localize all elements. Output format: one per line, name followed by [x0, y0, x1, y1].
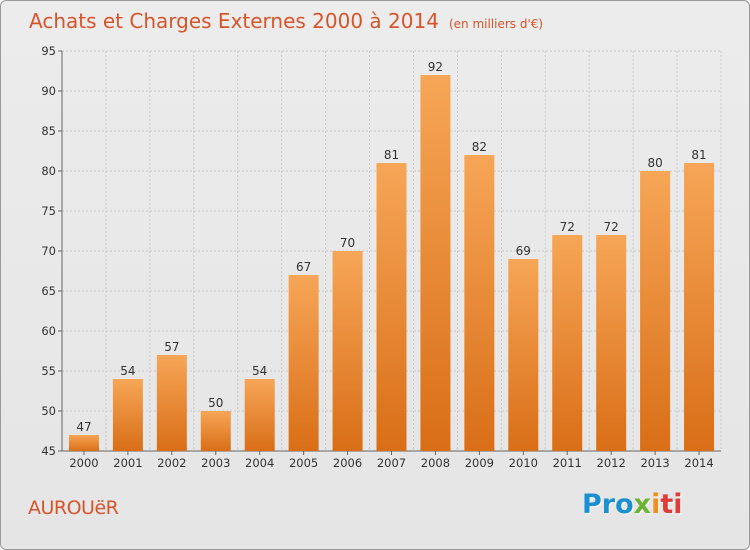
proxiti-logo: Proxiti: [582, 489, 683, 520]
x-tick-label: 2004: [245, 456, 274, 470]
y-tick-label: 80: [41, 164, 56, 178]
bars: [68, 75, 715, 451]
commune-name: AUROUëR: [28, 497, 119, 519]
chart-title-text: Achats et Charges Externes 2000 à 2014: [29, 9, 439, 33]
bar-2000: [68, 435, 99, 451]
x-tick-label: 2014: [684, 456, 713, 470]
bar-2014: [684, 163, 715, 451]
y-tick-label: 90: [41, 84, 56, 98]
x-tick-label: 2003: [201, 456, 230, 470]
bar-2007: [376, 163, 407, 451]
bar-value-label: 81: [384, 148, 399, 162]
x-tick-label: 2000: [69, 456, 98, 470]
bar-2010: [508, 259, 539, 451]
bar-value-label: 72: [560, 220, 575, 234]
x-tick-label: 2002: [157, 456, 186, 470]
bar-2001: [112, 379, 143, 451]
bar-2012: [596, 235, 627, 451]
bar-value-label: 67: [296, 260, 311, 274]
bar-2004: [244, 379, 275, 451]
y-tick-label: 45: [41, 444, 56, 458]
x-tick-label: 2013: [640, 456, 669, 470]
bar-value-label: 54: [120, 364, 135, 378]
y-tick-label: 65: [41, 284, 56, 298]
bar-2005: [288, 275, 319, 451]
x-tick-label: 2011: [553, 456, 582, 470]
bar-value-label: 82: [472, 140, 487, 154]
bar-2003: [200, 411, 231, 451]
bar-value-label: 50: [208, 396, 223, 410]
bar-2006: [332, 251, 363, 451]
y-axis-tick-labels: 45 50 55 60 65 70 75 80 85 90 95: [41, 44, 56, 458]
x-tick-label: 2007: [377, 456, 406, 470]
bar-value-label: 69: [516, 244, 531, 258]
bar-value-label: 72: [604, 220, 619, 234]
x-axis-tick-labels: 2000 2001 2002 2003 2004 2005 2006 2007 2008 2009…: [69, 456, 713, 470]
y-tick-label: 95: [41, 44, 56, 58]
bar-2011: [552, 235, 583, 451]
x-tick-label: 2006: [333, 456, 362, 470]
y-tick-label: 55: [41, 364, 56, 378]
bar-2008: [420, 75, 451, 451]
chart-title: Achats et Charges Externes 2000 à 2014 (e…: [29, 9, 543, 33]
y-tick-label: 50: [41, 404, 56, 418]
bar-value-label: 70: [340, 236, 355, 250]
x-tick-label: 2012: [597, 456, 626, 470]
bar-2013: [640, 171, 671, 451]
bar-value-labels: 47 54 57 50 54 67 70 81 92 82 69 72 72 80 81: [76, 60, 706, 434]
bar-value-label: 54: [252, 364, 267, 378]
x-tick-label: 2001: [113, 456, 142, 470]
bar-value-label: 57: [164, 340, 179, 354]
chart-unit: (en milliers d'€): [448, 17, 544, 31]
bar-2009: [464, 155, 495, 451]
y-tick-label: 75: [41, 204, 56, 218]
bar-value-label: 92: [428, 60, 443, 74]
bar-value-label: 47: [76, 420, 91, 434]
bar-2002: [156, 355, 187, 451]
x-tick-label: 2005: [289, 456, 318, 470]
x-tick-label: 2009: [465, 456, 494, 470]
bar-value-label: 80: [647, 156, 662, 170]
x-tick-label: 2008: [421, 456, 450, 470]
y-tick-label: 70: [41, 244, 56, 258]
bar-value-label: 81: [691, 148, 706, 162]
y-tick-label: 60: [41, 324, 56, 338]
x-tick-label: 2010: [509, 456, 538, 470]
y-tick-label: 85: [41, 124, 56, 138]
